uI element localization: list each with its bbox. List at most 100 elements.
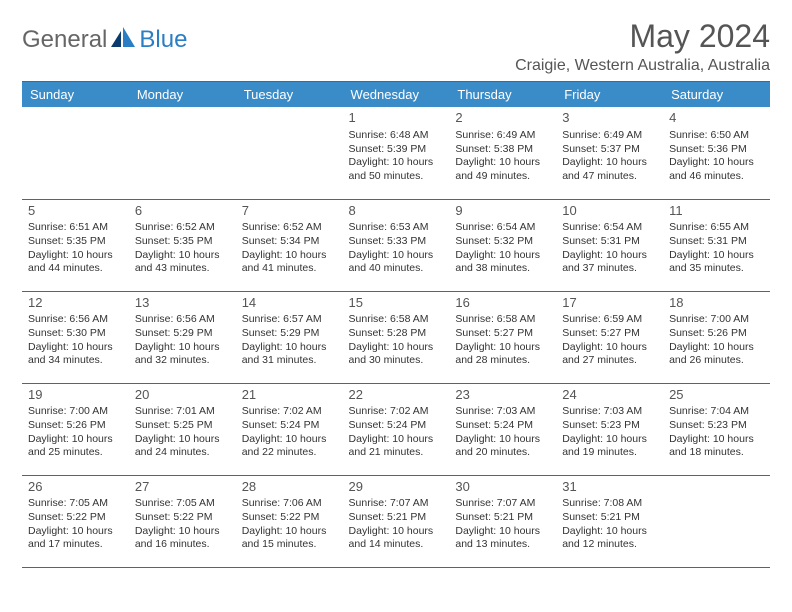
dow-wednesday: Wednesday bbox=[343, 82, 450, 107]
day-text: Sunrise: 7:04 AM Sunset: 5:23 PM Dayligh… bbox=[669, 405, 764, 460]
day-number: 5 bbox=[28, 203, 123, 220]
calendar-cell: 1Sunrise: 6:48 AM Sunset: 5:39 PM Daylig… bbox=[343, 107, 450, 199]
calendar-week-row: 5Sunrise: 6:51 AM Sunset: 5:35 PM Daylig… bbox=[22, 199, 770, 291]
day-text: Sunrise: 6:50 AM Sunset: 5:36 PM Dayligh… bbox=[669, 129, 764, 184]
day-text: Sunrise: 7:03 AM Sunset: 5:23 PM Dayligh… bbox=[562, 405, 657, 460]
calendar-cell: 12Sunrise: 6:56 AM Sunset: 5:30 PM Dayli… bbox=[22, 291, 129, 383]
day-number: 27 bbox=[135, 479, 230, 496]
day-number: 14 bbox=[242, 295, 337, 312]
day-text: Sunrise: 7:07 AM Sunset: 5:21 PM Dayligh… bbox=[349, 497, 444, 552]
calendar-cell: 7Sunrise: 6:52 AM Sunset: 5:34 PM Daylig… bbox=[236, 199, 343, 291]
calendar-cell: 15Sunrise: 6:58 AM Sunset: 5:28 PM Dayli… bbox=[343, 291, 450, 383]
day-text: Sunrise: 6:54 AM Sunset: 5:32 PM Dayligh… bbox=[455, 221, 550, 276]
day-number: 19 bbox=[28, 387, 123, 404]
location-text: Craigie, Western Australia, Australia bbox=[515, 57, 770, 75]
day-number: 30 bbox=[455, 479, 550, 496]
calendar-cell: 19Sunrise: 7:00 AM Sunset: 5:26 PM Dayli… bbox=[22, 383, 129, 475]
calendar-table: Sunday Monday Tuesday Wednesday Thursday… bbox=[22, 82, 770, 568]
day-text: Sunrise: 6:54 AM Sunset: 5:31 PM Dayligh… bbox=[562, 221, 657, 276]
calendar-body: 1Sunrise: 6:48 AM Sunset: 5:39 PM Daylig… bbox=[22, 107, 770, 567]
calendar-cell: 4 Sunrise: 6:50 AM Sunset: 5:36 PM Daylig… bbox=[663, 107, 770, 199]
day-number: 10 bbox=[562, 203, 657, 220]
day-number: 20 bbox=[135, 387, 230, 404]
day-number: 16 bbox=[455, 295, 550, 312]
day-number: 12 bbox=[28, 295, 123, 312]
calendar-cell: 27Sunrise: 7:05 AM Sunset: 5:22 PM Dayli… bbox=[129, 475, 236, 567]
day-text: Sunrise: 6:56 AM Sunset: 5:30 PM Dayligh… bbox=[28, 313, 123, 368]
dow-monday: Monday bbox=[129, 82, 236, 107]
calendar-week-row: 26 Sunrise: 7:05 AM Sunset: 5:22 PM Dayli… bbox=[22, 475, 770, 567]
logo-text-blue: Blue bbox=[139, 26, 187, 54]
sails-icon bbox=[111, 27, 137, 54]
calendar-cell bbox=[663, 475, 770, 567]
day-number: 8 bbox=[349, 203, 444, 220]
calendar-cell: 29Sunrise: 7:07 AM Sunset: 5:21 PM Dayli… bbox=[343, 475, 450, 567]
day-number: 1 bbox=[349, 110, 444, 127]
day-text: Sunrise: 6:58 AM Sunset: 5:27 PM Dayligh… bbox=[455, 313, 550, 368]
day-number: 4 bbox=[669, 110, 764, 127]
calendar-cell: 14Sunrise: 6:57 AM Sunset: 5:29 PM Dayli… bbox=[236, 291, 343, 383]
day-text: Sunrise: 7:02 AM Sunset: 5:24 PM Dayligh… bbox=[242, 405, 337, 460]
calendar-cell bbox=[22, 107, 129, 199]
day-number: 28 bbox=[242, 479, 337, 496]
day-number: 21 bbox=[242, 387, 337, 404]
calendar-cell: 10Sunrise: 6:54 AM Sunset: 5:31 PM Dayli… bbox=[556, 199, 663, 291]
day-number: 26 bbox=[28, 479, 123, 496]
day-text: Sunrise: 6:53 AM Sunset: 5:33 PM Dayligh… bbox=[349, 221, 444, 276]
calendar-cell: 17Sunrise: 6:59 AM Sunset: 5:27 PM Dayli… bbox=[556, 291, 663, 383]
day-text: Sunrise: 7:08 AM Sunset: 5:21 PM Dayligh… bbox=[562, 497, 657, 552]
day-number: 18 bbox=[669, 295, 764, 312]
calendar-week-row: 19Sunrise: 7:00 AM Sunset: 5:26 PM Dayli… bbox=[22, 383, 770, 475]
day-number: 22 bbox=[349, 387, 444, 404]
calendar-cell: 25Sunrise: 7:04 AM Sunset: 5:23 PM Dayli… bbox=[663, 383, 770, 475]
day-number: 13 bbox=[135, 295, 230, 312]
calendar-cell: 18Sunrise: 7:00 AM Sunset: 5:26 PM Dayli… bbox=[663, 291, 770, 383]
calendar-cell: 16Sunrise: 6:58 AM Sunset: 5:27 PM Dayli… bbox=[449, 291, 556, 383]
calendar-cell: 31Sunrise: 7:08 AM Sunset: 5:21 PM Dayli… bbox=[556, 475, 663, 567]
day-number: 25 bbox=[669, 387, 764, 404]
dow-tuesday: Tuesday bbox=[236, 82, 343, 107]
calendar-week-row: 1Sunrise: 6:48 AM Sunset: 5:39 PM Daylig… bbox=[22, 107, 770, 199]
calendar-cell: 2Sunrise: 6:49 AM Sunset: 5:38 PM Daylig… bbox=[449, 107, 556, 199]
calendar-cell bbox=[236, 107, 343, 199]
calendar-cell: 30Sunrise: 7:07 AM Sunset: 5:21 PM Dayli… bbox=[449, 475, 556, 567]
day-text: Sunrise: 6:56 AM Sunset: 5:29 PM Dayligh… bbox=[135, 313, 230, 368]
dow-friday: Friday bbox=[556, 82, 663, 107]
calendar-cell: 21Sunrise: 7:02 AM Sunset: 5:24 PM Dayli… bbox=[236, 383, 343, 475]
day-number: 11 bbox=[669, 203, 764, 220]
day-number: 9 bbox=[455, 203, 550, 220]
day-text: Sunrise: 6:55 AM Sunset: 5:31 PM Dayligh… bbox=[669, 221, 764, 276]
calendar-week-row: 12Sunrise: 6:56 AM Sunset: 5:30 PM Dayli… bbox=[22, 291, 770, 383]
calendar-cell: 28Sunrise: 7:06 AM Sunset: 5:22 PM Dayli… bbox=[236, 475, 343, 567]
day-text: Sunrise: 7:00 AM Sunset: 5:26 PM Dayligh… bbox=[28, 405, 123, 460]
calendar-cell bbox=[129, 107, 236, 199]
day-text: Sunrise: 6:52 AM Sunset: 5:35 PM Dayligh… bbox=[135, 221, 230, 276]
day-number: 29 bbox=[349, 479, 444, 496]
day-number: 17 bbox=[562, 295, 657, 312]
calendar-cell: 9Sunrise: 6:54 AM Sunset: 5:32 PM Daylig… bbox=[449, 199, 556, 291]
calendar-cell: 3 Sunrise: 6:49 AM Sunset: 5:37 PM Daylig… bbox=[556, 107, 663, 199]
day-number: 6 bbox=[135, 203, 230, 220]
calendar-header-row: Sunday Monday Tuesday Wednesday Thursday… bbox=[22, 82, 770, 107]
title-block: May 2024 Craigie, Western Australia, Aus… bbox=[515, 18, 770, 75]
day-text: Sunrise: 6:49 AM Sunset: 5:37 PM Dayligh… bbox=[562, 129, 657, 184]
day-text: Sunrise: 7:07 AM Sunset: 5:21 PM Dayligh… bbox=[455, 497, 550, 552]
header: General Blue May 2024 Craigie, Western A… bbox=[22, 18, 770, 75]
calendar-cell: 8Sunrise: 6:53 AM Sunset: 5:33 PM Daylig… bbox=[343, 199, 450, 291]
day-text: Sunrise: 6:52 AM Sunset: 5:34 PM Dayligh… bbox=[242, 221, 337, 276]
day-text: Sunrise: 7:03 AM Sunset: 5:24 PM Dayligh… bbox=[455, 405, 550, 460]
dow-saturday: Saturday bbox=[663, 82, 770, 107]
calendar-cell: 22Sunrise: 7:02 AM Sunset: 5:24 PM Dayli… bbox=[343, 383, 450, 475]
day-text: Sunrise: 7:01 AM Sunset: 5:25 PM Dayligh… bbox=[135, 405, 230, 460]
day-text: Sunrise: 7:05 AM Sunset: 5:22 PM Dayligh… bbox=[135, 497, 230, 552]
dow-sunday: Sunday bbox=[22, 82, 129, 107]
day-number: 3 bbox=[562, 110, 657, 127]
day-text: Sunrise: 6:58 AM Sunset: 5:28 PM Dayligh… bbox=[349, 313, 444, 368]
calendar-cell: 20Sunrise: 7:01 AM Sunset: 5:25 PM Dayli… bbox=[129, 383, 236, 475]
day-number: 24 bbox=[562, 387, 657, 404]
logo-text-general: General bbox=[22, 26, 107, 54]
day-number: 2 bbox=[455, 110, 550, 127]
day-text: Sunrise: 7:00 AM Sunset: 5:26 PM Dayligh… bbox=[669, 313, 764, 368]
calendar-cell: 26Sunrise: 7:05 AM Sunset: 5:22 PM Dayli… bbox=[22, 475, 129, 567]
day-number: 31 bbox=[562, 479, 657, 496]
